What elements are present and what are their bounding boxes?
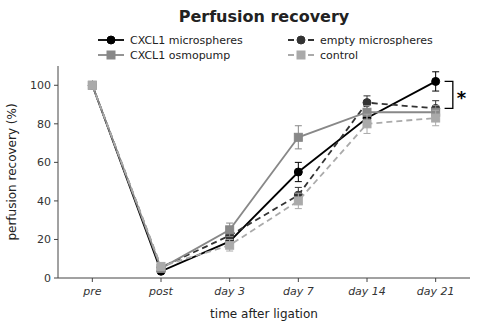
series [88, 81, 439, 270]
y-tick-label: 80 [37, 118, 51, 131]
x-tick-label: day 3 [214, 285, 245, 298]
y-tick-label: 100 [30, 79, 51, 92]
y-tick-label: 0 [44, 272, 51, 285]
series [88, 81, 439, 272]
x-tick-label: day 14 [348, 285, 386, 298]
x-axis-label: time after ligation [210, 307, 318, 321]
point [88, 81, 96, 89]
y-tick [54, 85, 58, 86]
error-bar [432, 110, 439, 125]
y-tick-label: 60 [37, 156, 51, 169]
y-axis-label: perfusion recovery (%) [5, 103, 19, 240]
y-tick [54, 278, 58, 279]
y-tick [54, 162, 58, 163]
point [226, 226, 234, 234]
annotation: * [457, 87, 467, 108]
x-tick-label: post [148, 285, 173, 298]
legend-item: CXCL1 osmopump [98, 49, 230, 62]
legend-marker [297, 51, 305, 59]
x-tick-label: day 21 [417, 285, 455, 298]
x-tick [161, 278, 162, 282]
legend-label: CXCL1 microspheres [130, 34, 243, 47]
x-tick [435, 278, 436, 282]
point [226, 241, 234, 249]
y-axis [58, 66, 59, 278]
y-tick [54, 200, 58, 201]
point [88, 81, 96, 89]
x-tick-label: pre [82, 285, 102, 298]
point [363, 120, 371, 128]
series-line [92, 85, 435, 268]
point [157, 262, 165, 270]
x-tick [229, 278, 230, 282]
legend-label: control [320, 49, 358, 62]
point [88, 81, 96, 89]
x-tick [367, 278, 368, 282]
y-tick-label: 20 [37, 233, 51, 246]
significance-bracket [445, 81, 453, 108]
plot-area [88, 72, 439, 275]
point [432, 77, 440, 85]
point [432, 114, 440, 122]
point [294, 133, 302, 141]
point [294, 197, 302, 205]
error-bar [295, 193, 302, 208]
x-tick [92, 278, 93, 282]
legend-item: CXCL1 microspheres [98, 34, 243, 47]
error-bar [295, 162, 302, 181]
series [88, 81, 439, 271]
point [157, 263, 165, 271]
y-tick [54, 123, 58, 124]
error-bar [432, 72, 439, 91]
x-tick-label: day 7 [283, 285, 314, 298]
series-line [92, 85, 435, 267]
error-bar [364, 114, 371, 133]
error-bar [226, 239, 233, 251]
error-bar [295, 126, 302, 149]
y-tick [54, 239, 58, 240]
legend-marker [107, 51, 115, 59]
legend-item: empty microspheres [288, 34, 433, 47]
point [88, 81, 96, 89]
x-tick [298, 278, 299, 282]
series [88, 72, 439, 275]
legend-label: CXCL1 osmopump [130, 49, 230, 62]
legend-label: empty microspheres [320, 34, 433, 47]
legend-marker [297, 36, 305, 44]
background [0, 0, 500, 330]
y-tick-label: 40 [37, 195, 51, 208]
point [294, 168, 302, 176]
chart: Perfusion recovery 0 20 40 60 80 100 pre post day… [0, 0, 500, 330]
title: Perfusion recovery [179, 7, 350, 26]
x-axis [58, 278, 470, 279]
series-line [92, 85, 435, 266]
legend-marker [107, 36, 115, 44]
legend: CXCL1 microspheres empty microspheres CXCL… [98, 34, 433, 62]
series-line [92, 81, 435, 271]
legend-item: control [288, 49, 358, 62]
